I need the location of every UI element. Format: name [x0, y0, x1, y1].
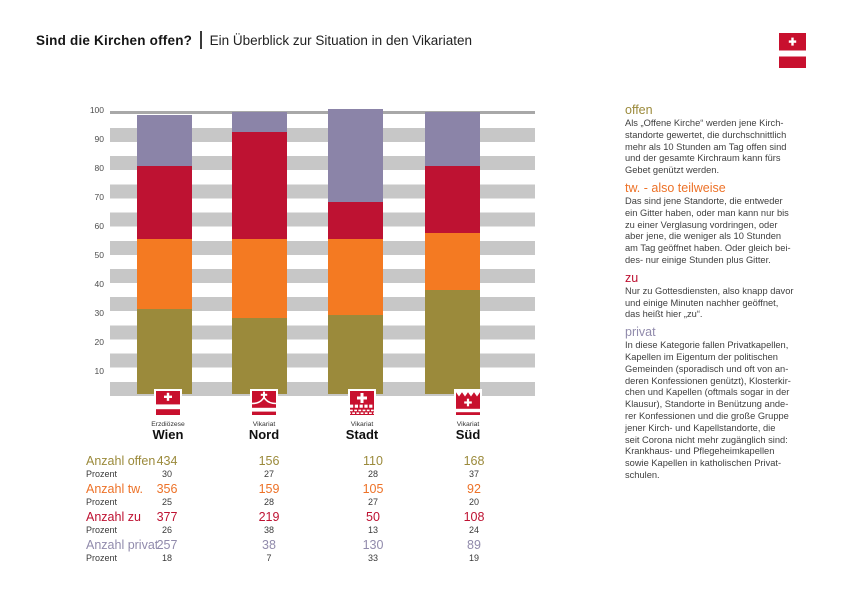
table-value: 89 — [467, 538, 481, 552]
table-percent: 26 — [161, 525, 172, 535]
y-tick-70: 70 — [94, 192, 104, 202]
table-percent: 28 — [263, 497, 274, 507]
category-stadt: Vikariat Stadt — [315, 389, 409, 442]
bar-segment-stadt-privat — [328, 109, 383, 203]
table-percent: 20 — [468, 497, 479, 507]
table-percent: 19 — [468, 553, 479, 563]
page-title: Sind die Kirchen offen? — [36, 32, 193, 48]
erzdioezese-wien-flag-icon — [779, 33, 806, 68]
bar-segment-nord-privat — [232, 112, 287, 132]
bar-segment-wien-offen — [137, 309, 192, 394]
bar-segment-sued-offen — [425, 289, 480, 394]
table-percent: 13 — [367, 525, 378, 535]
table-subrow-label: Prozent — [86, 469, 118, 479]
page-subtitle: Ein Überblick zur Situation in den Vikar… — [209, 32, 473, 48]
bar-segment-wien-tw — [137, 238, 192, 310]
table-percent: 38 — [263, 525, 274, 535]
bar-segment-nord-offen — [232, 317, 287, 394]
table-value: 257 — [156, 538, 178, 552]
table-row-label-anzahl-tw: Anzahl tw. — [86, 482, 143, 496]
note-heading-privat: privat — [625, 325, 656, 340]
title-separator — [200, 31, 202, 49]
table-percent: 27 — [367, 497, 378, 507]
category-region-type: Vikariat — [350, 421, 374, 428]
table-percent: 27 — [263, 469, 274, 479]
crest-sued-icon — [454, 389, 482, 417]
table-percent: 30 — [161, 469, 172, 479]
bar-segment-nord-zu — [232, 131, 287, 239]
y-tick-80: 80 — [94, 163, 104, 173]
category-name: Nord — [248, 427, 280, 442]
table-value: 219 — [258, 510, 280, 524]
table-value: 356 — [156, 482, 178, 496]
table-row-label-anzahl-privat: Anzahl privat — [86, 538, 159, 552]
note-body-privat: In diese Kategorie fallen Privatkapellen… — [625, 340, 791, 480]
note-body-offen: Als „Offene Kirche“ werden jene Kirch- s… — [625, 118, 787, 176]
bar-segment-stadt-tw — [328, 238, 383, 316]
note-body-tw-also-teilweise: Das sind jene Standorte, die entweder ei… — [625, 195, 791, 265]
bar-segment-stadt-zu — [328, 202, 383, 239]
category-region-type: Vikariat — [456, 421, 480, 428]
category-name: Stadt — [345, 427, 379, 442]
y-tick-40: 40 — [94, 279, 104, 289]
table-subrow-label: Prozent — [86, 525, 118, 535]
category-nord: Vikariat Nord — [217, 389, 311, 442]
category-name: Wien — [152, 427, 184, 442]
y-tick-90: 90 — [94, 134, 104, 144]
bar-segment-wien-privat — [137, 114, 192, 166]
table-value: 434 — [156, 454, 178, 468]
bar-segment-sued-zu — [425, 165, 480, 234]
note-heading-tw-also-teilweise: tw. - also teilweise — [625, 180, 726, 195]
y-tick-60: 60 — [94, 221, 104, 231]
table-value: 377 — [156, 510, 178, 524]
table-percent: 7 — [266, 553, 272, 563]
table-value: 50 — [366, 510, 380, 524]
y-tick-100: 100 — [89, 105, 104, 115]
plot-area — [110, 109, 535, 401]
crest-nord-icon — [250, 389, 278, 417]
category-name: Süd — [455, 427, 481, 442]
category-wien: Erzdiözese Wien — [121, 389, 215, 442]
table-value: 110 — [363, 454, 383, 468]
table-row-label-anzahl-offen: Anzahl offen — [86, 454, 156, 468]
table-percent: 25 — [161, 497, 172, 507]
table-value: 168 — [463, 454, 485, 468]
crest-stadt-icon — [348, 389, 376, 417]
category-sued: Vikariat Süd — [421, 389, 515, 442]
note-heading-zu: zu — [625, 270, 639, 285]
table-value: 156 — [258, 454, 280, 468]
crest-wien-icon — [154, 389, 182, 417]
table-value: 38 — [262, 538, 276, 552]
page-header: Sind die Kirchen offen? Ein Überblick zu… — [36, 31, 472, 49]
bar-segment-sued-tw — [425, 233, 480, 290]
table-percent: 18 — [161, 553, 172, 563]
table-value: 159 — [258, 482, 280, 496]
category-region-type: Vikariat — [252, 421, 276, 428]
table-percent: 37 — [468, 469, 479, 479]
y-tick-20: 20 — [94, 337, 104, 347]
bar-segment-sued-privat — [425, 112, 480, 166]
table-percent: 28 — [367, 469, 378, 479]
table-value: 105 — [362, 482, 384, 496]
table-subrow-label: Prozent — [86, 497, 118, 507]
bar-segment-stadt-offen — [328, 315, 383, 394]
table-value: 130 — [362, 538, 384, 552]
bar-segment-nord-tw — [232, 238, 287, 318]
table-percent: 24 — [468, 525, 479, 535]
y-tick-10: 10 — [94, 366, 104, 376]
note-heading-offen: offen — [625, 103, 653, 117]
table-value: 108 — [463, 510, 485, 524]
note-body-zu: Nur zu Gottesdiensten, also knapp davor … — [625, 285, 794, 320]
category-region-type: Erzdiözese — [151, 421, 185, 428]
bar-segment-wien-zu — [137, 165, 192, 239]
table-value: 92 — [467, 482, 481, 496]
legend-notes: offen Als „Offene Kirche“ werden jene Kir… — [625, 103, 833, 482]
y-axis: 100 90 80 70 60 50 40 30 20 10 — [60, 0, 104, 420]
y-tick-30: 30 — [94, 308, 104, 318]
table-row-label-anzahl-zu: Anzahl zu — [86, 510, 141, 524]
table-subrow-label: Prozent — [86, 553, 118, 563]
y-tick-50: 50 — [94, 250, 104, 260]
table-percent: 33 — [367, 553, 378, 563]
